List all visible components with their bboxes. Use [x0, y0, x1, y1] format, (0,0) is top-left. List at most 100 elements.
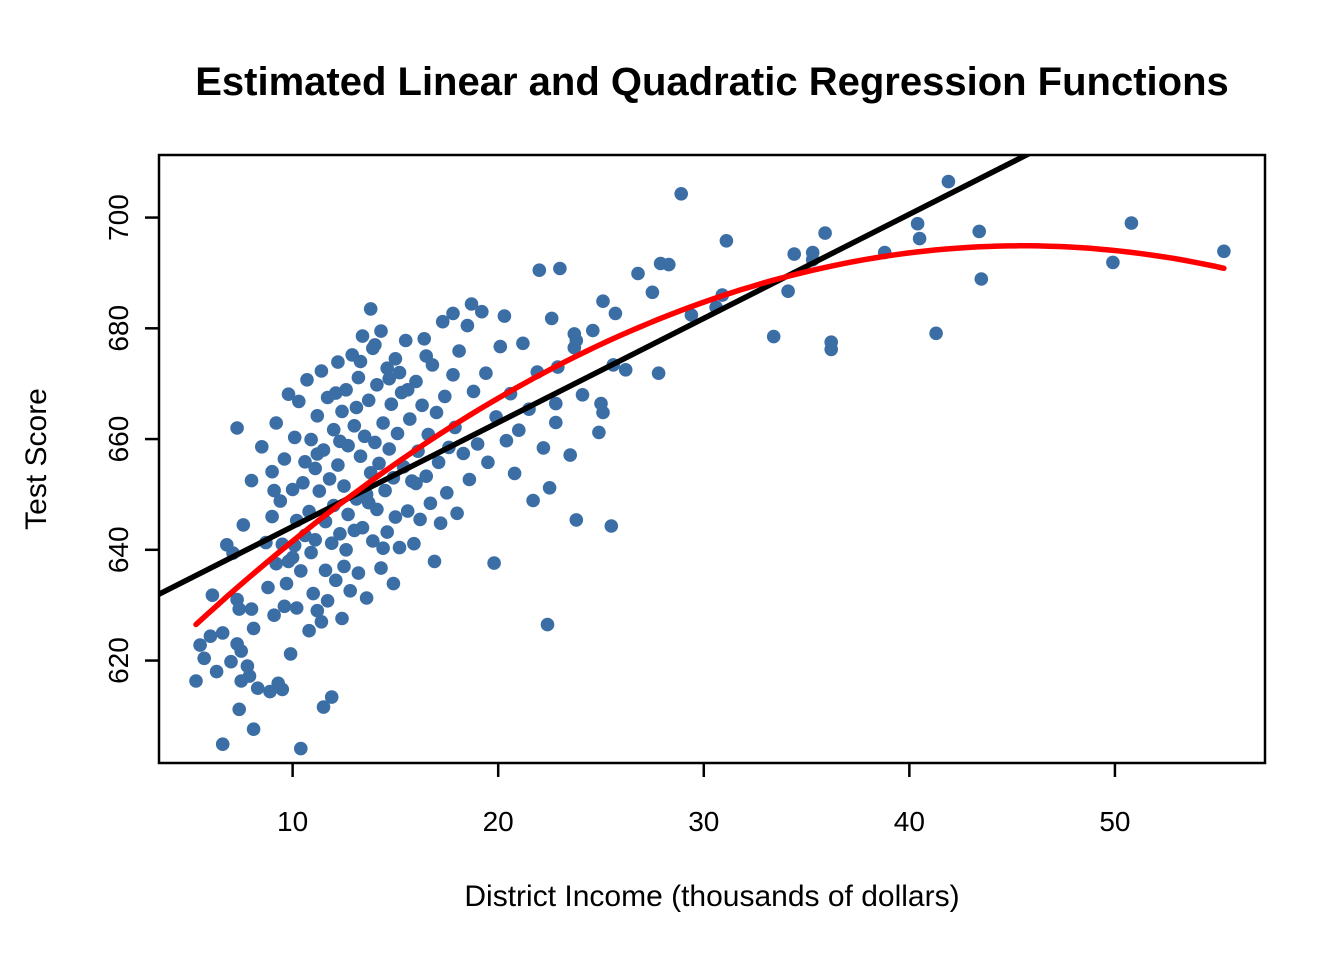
scatter-point: [347, 419, 362, 433]
scatter-point: [193, 638, 207, 652]
scatter-point: [224, 654, 238, 669]
scatter-point: [446, 368, 460, 382]
scatter-point: [267, 608, 281, 622]
scatter-point: [507, 466, 522, 481]
scatter-point: [308, 533, 323, 547]
scatter-point: [289, 601, 304, 615]
scatter-point: [407, 536, 421, 551]
scatter-point: [569, 513, 584, 527]
y-tick-label: 700: [103, 194, 134, 241]
scatter-point: [596, 405, 610, 420]
scatter-point: [322, 472, 337, 486]
x-tick-label: 50: [1099, 806, 1130, 837]
scatter-point: [263, 684, 277, 699]
scatter-point: [326, 422, 341, 437]
scatter-point: [466, 384, 481, 399]
scatter-point: [376, 541, 390, 555]
scatter-point: [300, 373, 314, 387]
scatter-point: [912, 231, 927, 246]
scatter-point: [242, 669, 257, 683]
scatter-point: [526, 493, 540, 508]
scatter-point: [388, 510, 403, 524]
scatter-point: [349, 400, 364, 415]
scatter-point: [516, 336, 530, 351]
scatter-point: [374, 324, 388, 338]
axis-ticks: 10 20 30 40 50 620 640 660 680 700: [103, 194, 1131, 837]
scatter-point: [972, 224, 986, 239]
scatter-point: [275, 682, 290, 697]
scatter-point: [497, 309, 512, 323]
scatter-point: [438, 389, 452, 404]
scatter-point: [415, 398, 429, 413]
scatter-point: [351, 370, 366, 385]
scatter-point: [596, 294, 610, 309]
scatter-point: [431, 455, 446, 470]
scatter-point: [450, 506, 464, 521]
scatter-point: [419, 349, 434, 363]
scatter-point: [304, 432, 318, 447]
scatter-point: [781, 284, 795, 299]
scatter-point: [215, 737, 230, 751]
scatter-point: [366, 534, 380, 548]
scatter-point: [236, 518, 251, 532]
scatter-point: [265, 509, 279, 524]
scatter-point: [464, 297, 479, 311]
scatter-point: [312, 484, 327, 498]
scatter-point: [370, 378, 384, 392]
scatter-point: [456, 446, 471, 461]
scatter-point: [380, 525, 395, 539]
scatter-point: [254, 440, 269, 454]
scatter-point: [314, 615, 329, 629]
scatter-point: [378, 483, 392, 498]
scatter-point: [292, 394, 306, 409]
scatter-point: [335, 611, 349, 626]
scatter-point: [388, 352, 403, 366]
scatter-point: [419, 469, 434, 484]
scatter-point: [353, 354, 368, 369]
scatter-point: [294, 564, 308, 578]
scatter-point: [549, 415, 563, 430]
scatter-point: [232, 702, 246, 717]
scatter-point: [250, 681, 265, 695]
scatter-point: [304, 545, 318, 560]
scatter-point: [329, 573, 343, 588]
scatter-point: [553, 261, 567, 276]
scatter-point: [337, 479, 351, 493]
scatter-point: [361, 393, 376, 408]
scatter-point: [205, 588, 220, 602]
scatter-point: [287, 430, 302, 445]
scatter-point: [353, 449, 368, 464]
scatter-point: [337, 559, 351, 574]
scatter-point: [343, 584, 358, 598]
scatter-point: [563, 448, 577, 462]
scatter-point: [368, 435, 382, 450]
x-tick-label: 40: [894, 806, 925, 837]
scatter-point: [261, 580, 275, 595]
scatter-point: [372, 456, 386, 471]
scatter-point: [273, 494, 288, 508]
scatter-point: [536, 441, 551, 455]
scatter-point: [368, 338, 382, 352]
scatter-point: [308, 461, 323, 476]
scatter-point: [427, 554, 442, 569]
scatter-point: [719, 234, 734, 248]
scatter-point: [283, 647, 298, 661]
scatter-point: [544, 311, 559, 326]
scatter-point: [314, 364, 329, 378]
scatter-point: [403, 412, 417, 426]
scatter-point: [359, 591, 374, 605]
quadratic-fit-curve: [193, 243, 1227, 628]
scatter-point: [215, 626, 230, 640]
scatter-point: [246, 722, 261, 736]
scatter-point: [400, 383, 415, 397]
scatter-point: [386, 576, 401, 591]
scatter-point: [197, 651, 211, 666]
scatter-point: [1124, 216, 1139, 230]
scatter-point: [674, 187, 688, 201]
scatter-point: [604, 519, 619, 533]
scatter-point: [910, 216, 925, 231]
scatter-point: [331, 355, 345, 369]
scatter-point: [296, 476, 310, 490]
scatter-point: [440, 486, 454, 500]
